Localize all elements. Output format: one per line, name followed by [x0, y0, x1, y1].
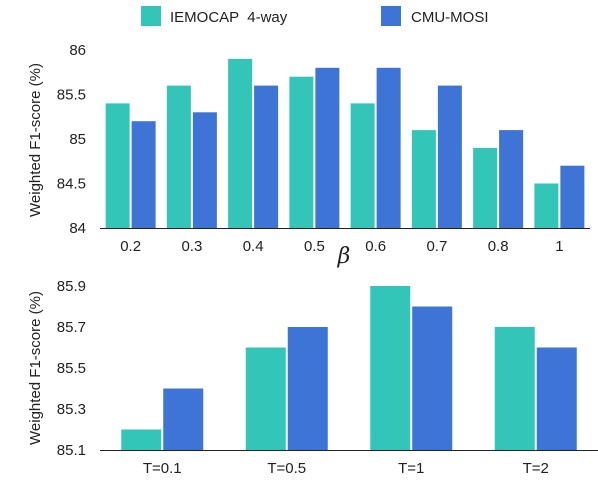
y-axis-label-bottom: Weighted F1-score (%)	[27, 291, 44, 445]
x-tick-label: T=2	[523, 460, 549, 477]
legend: IEMOCAP 4-way CMU-MOSI	[141, 6, 489, 26]
bar-cmu-mosi-0.4	[254, 85, 279, 228]
legend-swatch-cmu-mosi	[381, 6, 401, 26]
chart-beta-marks: 84 84.5 85 85.5 86 0.2 0.3 0.4 0.5 0.6 0.7 0.8 1	[57, 42, 590, 255]
bar-cmu-mosi-0.6	[376, 67, 401, 228]
y-tick-label: 85.5	[57, 360, 86, 377]
x-tick-label: T=0.5	[267, 460, 306, 477]
x-tick-label: 1	[555, 238, 563, 255]
y-tick-label: 85.9	[57, 278, 86, 295]
chart-temperature: Weighted F1-score (%) 85.185.385.585.785…	[27, 278, 598, 477]
bar-iemocap-T=0.1	[121, 429, 162, 450]
x-tick-label: 0.8	[488, 238, 509, 255]
x-tick-label: T=0.1	[143, 460, 182, 477]
y-tick-label: 84	[69, 220, 86, 237]
y-tick-label: 85.1	[57, 442, 86, 459]
x-tick-label: T=1	[398, 460, 424, 477]
y-tick-label: 85.5	[57, 87, 86, 104]
y-tick-label: 85.3	[57, 401, 86, 418]
bar-iemocap-0.6	[350, 103, 375, 228]
bar-cmu-mosi-1	[560, 165, 585, 228]
bar-cmu-mosi-0.8	[499, 130, 524, 228]
bar-iemocap-0.7	[411, 130, 436, 228]
bar-iemocap-T=0.5	[245, 347, 286, 450]
legend-swatch-iemocap	[141, 6, 161, 26]
chart-beta: Weighted F1-score (%) β 84 84.5 85 85.5 86 0.…	[27, 42, 590, 269]
bar-cmu-mosi-T=0.5	[287, 327, 328, 450]
bar-iemocap-0.2	[105, 103, 130, 228]
x-tick-label: 0.5	[304, 238, 325, 255]
bar-iemocap-0.5	[289, 76, 314, 228]
y-tick-label: 84.5	[57, 176, 86, 193]
x-tick-label: 0.7	[426, 238, 447, 255]
bar-cmu-mosi-0.7	[437, 85, 462, 228]
y-axis-label-top: Weighted F1-score (%)	[27, 63, 44, 217]
y-tick-label: 85.7	[57, 319, 86, 336]
bar-iemocap-0.8	[473, 147, 498, 228]
y-tick-label: 86	[69, 42, 86, 59]
legend-label-iemocap: IEMOCAP 4-way	[170, 9, 288, 26]
bar-iemocap-T=2	[494, 327, 535, 450]
x-tick-label: 0.3	[181, 238, 202, 255]
x-tick-label: 0.6	[365, 238, 386, 255]
bar-iemocap-0.3	[166, 85, 191, 228]
bar-cmu-mosi-0.5	[315, 67, 340, 228]
x-axis-label-beta: β	[337, 244, 351, 269]
bar-iemocap-0.4	[228, 58, 253, 229]
bar-cmu-mosi-0.3	[192, 112, 217, 228]
bar-iemocap-T=1	[370, 286, 411, 450]
chart-temperature-marks: 85.1 85.3 85.5 85.7 85.9 T=0.1 T=0.5 T=1 T=2	[57, 278, 598, 477]
bar-iemocap-1	[534, 183, 559, 228]
bar-cmu-mosi-T=1	[412, 306, 453, 450]
x-tick-label: 0.2	[120, 238, 141, 255]
bar-cmu-mosi-0.2	[131, 121, 156, 228]
legend-label-cmu-mosi: CMU-MOSI	[411, 9, 489, 26]
y-tick-label: 85	[69, 131, 86, 148]
x-tick-label: 0.4	[243, 238, 264, 255]
bar-cmu-mosi-T=0.1	[163, 388, 204, 450]
bar-cmu-mosi-T=2	[536, 347, 577, 450]
